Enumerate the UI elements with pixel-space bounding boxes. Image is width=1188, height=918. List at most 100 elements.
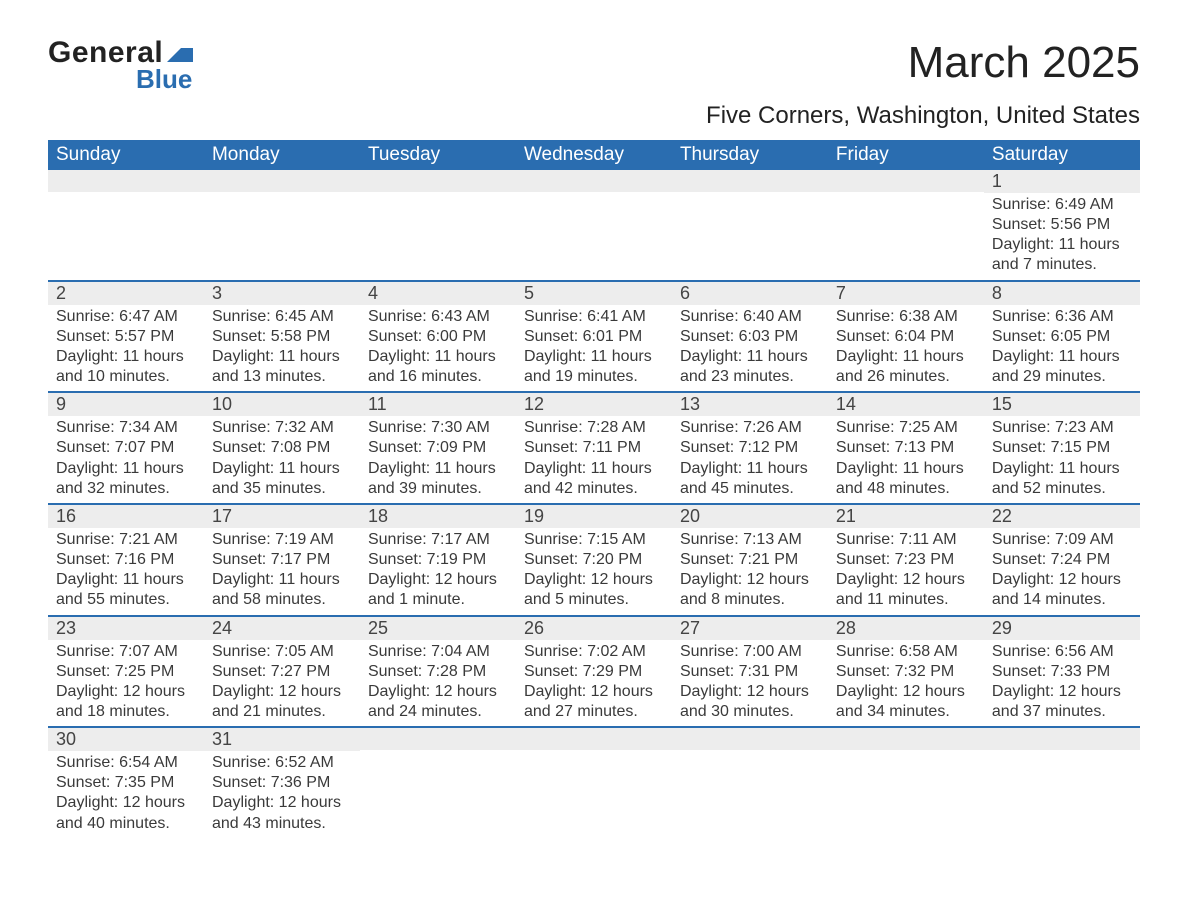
daylight-text: Daylight: 11 hours and 42 minutes. (524, 459, 664, 499)
calendar-day-cell: 16Sunrise: 7:21 AMSunset: 7:16 PMDayligh… (48, 504, 204, 616)
day-details (828, 192, 984, 198)
day-details (516, 192, 672, 198)
daylight-text: Daylight: 12 hours and 27 minutes. (524, 682, 664, 722)
sunset-text: Sunset: 7:25 PM (56, 662, 196, 682)
sunset-text: Sunset: 5:57 PM (56, 327, 196, 347)
daylight-text: Daylight: 11 hours and 48 minutes. (836, 459, 976, 499)
calendar-day-cell: 31Sunrise: 6:52 AMSunset: 7:36 PMDayligh… (204, 727, 360, 838)
daylight-text: Daylight: 11 hours and 39 minutes. (368, 459, 508, 499)
day-details: Sunrise: 7:11 AMSunset: 7:23 PMDaylight:… (828, 528, 984, 615)
day-details: Sunrise: 7:05 AMSunset: 7:27 PMDaylight:… (204, 640, 360, 727)
day-details: Sunrise: 7:19 AMSunset: 7:17 PMDaylight:… (204, 528, 360, 615)
sunrise-text: Sunrise: 7:15 AM (524, 530, 664, 550)
calendar-day-cell: 3Sunrise: 6:45 AMSunset: 5:58 PMDaylight… (204, 281, 360, 393)
day-details: Sunrise: 6:56 AMSunset: 7:33 PMDaylight:… (984, 640, 1140, 727)
sunrise-text: Sunrise: 7:09 AM (992, 530, 1132, 550)
day-details: Sunrise: 7:23 AMSunset: 7:15 PMDaylight:… (984, 416, 1140, 503)
day-details: Sunrise: 7:00 AMSunset: 7:31 PMDaylight:… (672, 640, 828, 727)
sunset-text: Sunset: 7:28 PM (368, 662, 508, 682)
daylight-text: Daylight: 11 hours and 32 minutes. (56, 459, 196, 499)
daylight-text: Daylight: 11 hours and 19 minutes. (524, 347, 664, 387)
calendar-day-cell: 8Sunrise: 6:36 AMSunset: 6:05 PMDaylight… (984, 281, 1140, 393)
col-friday: Friday (828, 140, 984, 170)
calendar-day-cell: 19Sunrise: 7:15 AMSunset: 7:20 PMDayligh… (516, 504, 672, 616)
calendar-day-cell (204, 170, 360, 281)
day-details: Sunrise: 7:30 AMSunset: 7:09 PMDaylight:… (360, 416, 516, 503)
calendar-week-row: 16Sunrise: 7:21 AMSunset: 7:16 PMDayligh… (48, 504, 1140, 616)
daylight-text: Daylight: 11 hours and 13 minutes. (212, 347, 352, 387)
day-number: 28 (828, 617, 984, 640)
day-number: 2 (48, 282, 204, 305)
sunset-text: Sunset: 7:33 PM (992, 662, 1132, 682)
calendar-day-cell (984, 727, 1140, 838)
day-details: Sunrise: 6:40 AMSunset: 6:03 PMDaylight:… (672, 305, 828, 392)
day-details: Sunrise: 6:43 AMSunset: 6:00 PMDaylight:… (360, 305, 516, 392)
day-details: Sunrise: 7:32 AMSunset: 7:08 PMDaylight:… (204, 416, 360, 503)
calendar-day-cell: 25Sunrise: 7:04 AMSunset: 7:28 PMDayligh… (360, 616, 516, 728)
day-number: 12 (516, 393, 672, 416)
day-details: Sunrise: 7:02 AMSunset: 7:29 PMDaylight:… (516, 640, 672, 727)
day-number: 11 (360, 393, 516, 416)
calendar-day-cell: 27Sunrise: 7:00 AMSunset: 7:31 PMDayligh… (672, 616, 828, 728)
sunrise-text: Sunrise: 6:45 AM (212, 307, 352, 327)
day-details: Sunrise: 6:41 AMSunset: 6:01 PMDaylight:… (516, 305, 672, 392)
daylight-text: Daylight: 12 hours and 30 minutes. (680, 682, 820, 722)
calendar-day-cell: 1Sunrise: 6:49 AMSunset: 5:56 PMDaylight… (984, 170, 1140, 281)
sunset-text: Sunset: 6:05 PM (992, 327, 1132, 347)
day-details: Sunrise: 7:26 AMSunset: 7:12 PMDaylight:… (672, 416, 828, 503)
calendar-day-cell (672, 727, 828, 838)
sunset-text: Sunset: 7:13 PM (836, 438, 976, 458)
day-details: Sunrise: 6:47 AMSunset: 5:57 PMDaylight:… (48, 305, 204, 392)
calendar-day-cell: 17Sunrise: 7:19 AMSunset: 7:17 PMDayligh… (204, 504, 360, 616)
sunset-text: Sunset: 7:21 PM (680, 550, 820, 570)
calendar-day-cell: 2Sunrise: 6:47 AMSunset: 5:57 PMDaylight… (48, 281, 204, 393)
day-number: 9 (48, 393, 204, 416)
day-number: 31 (204, 728, 360, 751)
daylight-text: Daylight: 11 hours and 10 minutes. (56, 347, 196, 387)
day-number: 21 (828, 505, 984, 528)
sunrise-text: Sunrise: 6:58 AM (836, 642, 976, 662)
sunrise-text: Sunrise: 7:21 AM (56, 530, 196, 550)
calendar-day-cell: 9Sunrise: 7:34 AMSunset: 7:07 PMDaylight… (48, 392, 204, 504)
location-label: Five Corners, Washington, United States (706, 102, 1140, 130)
sunset-text: Sunset: 7:24 PM (992, 550, 1132, 570)
calendar-day-cell: 5Sunrise: 6:41 AMSunset: 6:01 PMDaylight… (516, 281, 672, 393)
sunrise-text: Sunrise: 6:52 AM (212, 753, 352, 773)
sunrise-text: Sunrise: 7:26 AM (680, 418, 820, 438)
sunset-text: Sunset: 7:27 PM (212, 662, 352, 682)
day-number: 13 (672, 393, 828, 416)
sunset-text: Sunset: 7:17 PM (212, 550, 352, 570)
sunset-text: Sunset: 6:01 PM (524, 327, 664, 347)
daylight-text: Daylight: 12 hours and 14 minutes. (992, 570, 1132, 610)
calendar-day-cell: 12Sunrise: 7:28 AMSunset: 7:11 PMDayligh… (516, 392, 672, 504)
day-details: Sunrise: 7:09 AMSunset: 7:24 PMDaylight:… (984, 528, 1140, 615)
day-number: 17 (204, 505, 360, 528)
calendar-day-cell: 30Sunrise: 6:54 AMSunset: 7:35 PMDayligh… (48, 727, 204, 838)
day-number: 24 (204, 617, 360, 640)
sunrise-text: Sunrise: 7:13 AM (680, 530, 820, 550)
day-details: Sunrise: 6:52 AMSunset: 7:36 PMDaylight:… (204, 751, 360, 838)
daylight-text: Daylight: 11 hours and 29 minutes. (992, 347, 1132, 387)
sunset-text: Sunset: 5:56 PM (992, 215, 1132, 235)
col-wednesday: Wednesday (516, 140, 672, 170)
calendar-day-cell (360, 170, 516, 281)
daylight-text: Daylight: 12 hours and 21 minutes. (212, 682, 352, 722)
day-number: 20 (672, 505, 828, 528)
day-number (984, 728, 1140, 750)
calendar-week-row: 2Sunrise: 6:47 AMSunset: 5:57 PMDaylight… (48, 281, 1140, 393)
logo-text-blue: Blue (136, 66, 194, 92)
daylight-text: Daylight: 11 hours and 58 minutes. (212, 570, 352, 610)
day-details: Sunrise: 6:54 AMSunset: 7:35 PMDaylight:… (48, 751, 204, 838)
daylight-text: Daylight: 12 hours and 8 minutes. (680, 570, 820, 610)
day-details: Sunrise: 7:13 AMSunset: 7:21 PMDaylight:… (672, 528, 828, 615)
calendar-day-cell: 4Sunrise: 6:43 AMSunset: 6:00 PMDaylight… (360, 281, 516, 393)
daylight-text: Daylight: 12 hours and 37 minutes. (992, 682, 1132, 722)
day-number: 23 (48, 617, 204, 640)
day-number (360, 728, 516, 750)
sunset-text: Sunset: 7:20 PM (524, 550, 664, 570)
sunset-text: Sunset: 6:04 PM (836, 327, 976, 347)
logo: General Blue (48, 38, 194, 92)
sunset-text: Sunset: 7:08 PM (212, 438, 352, 458)
sunset-text: Sunset: 7:12 PM (680, 438, 820, 458)
sunrise-text: Sunrise: 7:19 AM (212, 530, 352, 550)
